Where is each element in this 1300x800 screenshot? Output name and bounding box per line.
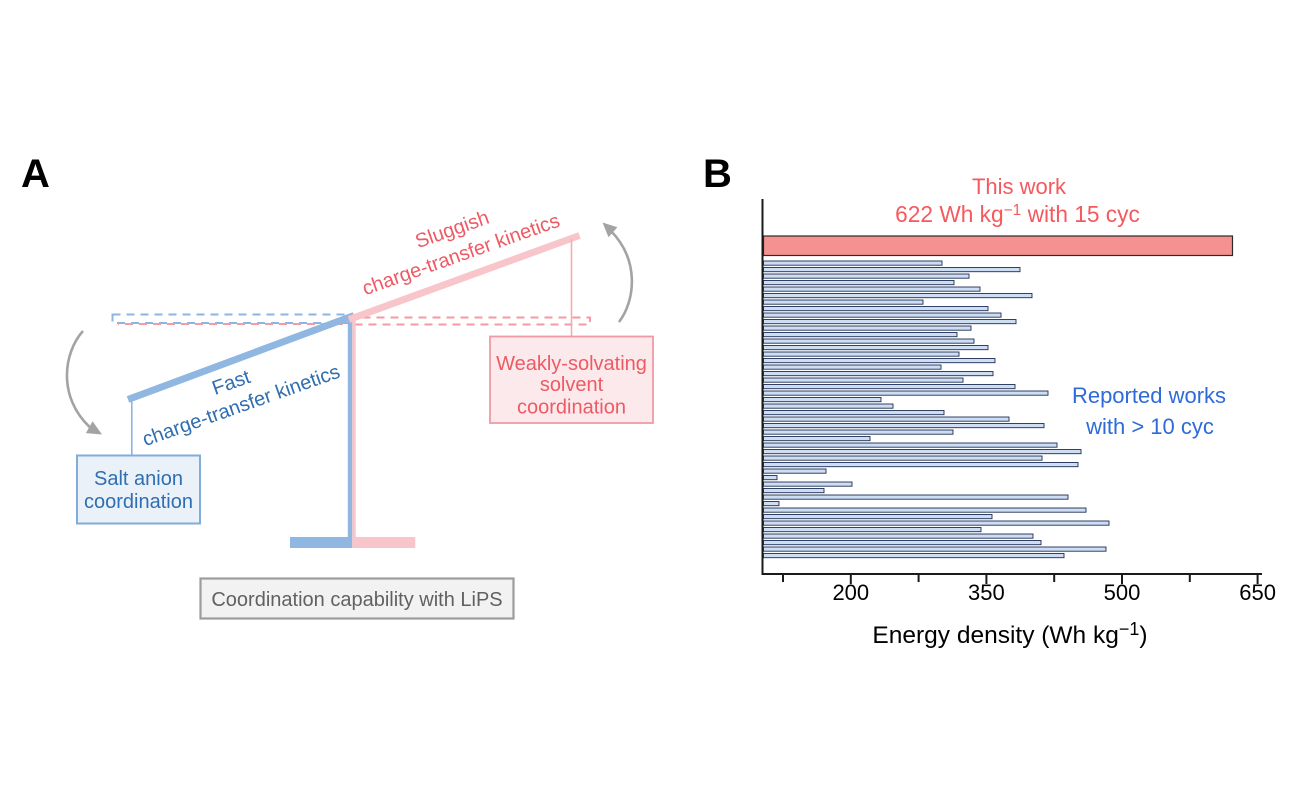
svg-text:coordination: coordination bbox=[84, 491, 193, 513]
svg-text:200: 200 bbox=[832, 580, 869, 605]
svg-text:Coordination capability with L: Coordination capability with LiPS bbox=[211, 589, 502, 611]
svg-text:coordination: coordination bbox=[517, 397, 626, 419]
svg-text:Energy density (Wh kg−1): Energy density (Wh kg−1) bbox=[872, 619, 1147, 649]
svg-text:A: A bbox=[21, 152, 50, 196]
svg-text:Salt anion: Salt anion bbox=[94, 468, 183, 490]
svg-text:500: 500 bbox=[1104, 580, 1141, 605]
svg-text:This work: This work bbox=[972, 174, 1067, 199]
svg-text:B: B bbox=[703, 152, 732, 196]
svg-text:Weakly-solvating: Weakly-solvating bbox=[496, 353, 647, 375]
svg-text:with > 10 cyc: with > 10 cyc bbox=[1085, 414, 1214, 439]
svg-text:Reported works: Reported works bbox=[1072, 383, 1226, 408]
svg-text:622 Wh kg−1 with 15 cyc: 622 Wh kg−1 with 15 cyc bbox=[895, 201, 1140, 227]
svg-text:650: 650 bbox=[1239, 580, 1276, 605]
svg-text:350: 350 bbox=[968, 580, 1005, 605]
svg-text:solvent: solvent bbox=[540, 374, 604, 396]
